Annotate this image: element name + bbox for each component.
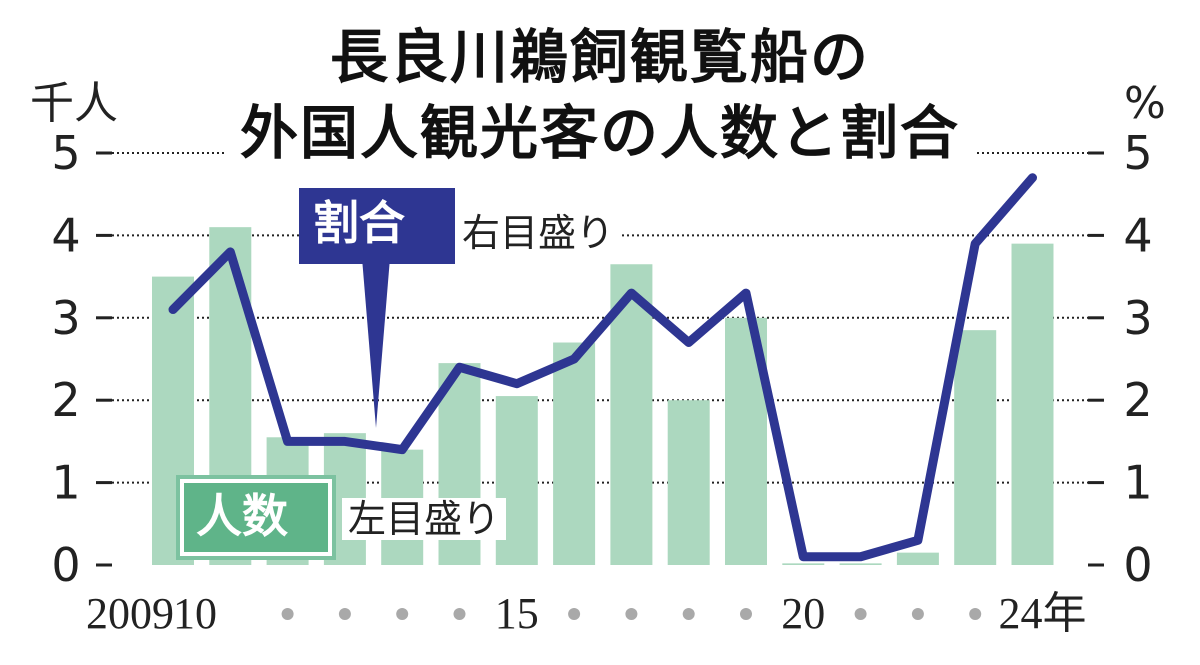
- right-axis-tick-label: 0: [1123, 538, 1152, 592]
- bar: [896, 552, 939, 565]
- bar: [667, 400, 710, 565]
- ratio-legend-tag: 割合: [299, 188, 455, 264]
- x-tick-dot: [740, 608, 752, 620]
- x-tick-dot: [568, 608, 581, 620]
- x-tick-dot: [969, 608, 982, 620]
- bar: [954, 330, 997, 565]
- chart-title-line1: 長良川鵜飼観覧船の: [0, 23, 1200, 91]
- right-axis-unit: %: [1124, 78, 1166, 129]
- left-axis-tick-label: 1: [51, 456, 80, 510]
- bar: [782, 563, 825, 565]
- left-axis-tick-label: 0: [51, 538, 80, 592]
- x-tick-dot: [911, 608, 924, 620]
- x-tick-label: 20: [781, 589, 825, 638]
- x-tick-dot: [338, 608, 351, 620]
- count-scale-note: 左目盛り: [342, 498, 507, 540]
- x-tick-dot: [281, 608, 294, 620]
- ratio-line: [168, 173, 1037, 562]
- left-axis-tick-label: 2: [51, 373, 80, 427]
- count-legend-tag: 人数: [176, 475, 336, 560]
- axes: 0 0 1 1 2 2 3 3 4 4 5 5 15 20 24年 2009 10: [51, 126, 1152, 638]
- left-axis-unit: 千人: [30, 78, 118, 129]
- gridlines: [112, 152, 1090, 484]
- right-axis-tick-label: 1: [1123, 456, 1152, 510]
- right-axis-tick-label: 2: [1123, 373, 1152, 427]
- line-series: [168, 173, 1037, 562]
- left-axis-tick-label: 4: [51, 208, 80, 262]
- x-tick-dot: [854, 608, 867, 620]
- x-tick-dot: [625, 608, 638, 620]
- x-tick-label: 24年: [999, 589, 1087, 638]
- bar: [839, 563, 882, 565]
- bar: [1011, 243, 1054, 565]
- count-legend-label: 人数: [184, 483, 328, 552]
- x-tick-label: 10: [173, 589, 217, 638]
- x-tick-dot: [453, 608, 466, 620]
- bar: [553, 342, 596, 565]
- ratio-scale-note: 右目盛り: [456, 212, 621, 254]
- left-axis-tick-label: 3: [51, 291, 80, 345]
- chart-title-line2: 外国人観光客の人数と割合: [0, 99, 1200, 167]
- ratio-callout-pointer: [362, 258, 390, 428]
- x-tick-dot: [682, 608, 695, 620]
- right-axis-tick-label: 4: [1123, 208, 1152, 262]
- right-axis-tick-label: 3: [1123, 291, 1152, 345]
- x-tick-label: 2009: [86, 589, 174, 638]
- x-tick-dot: [396, 608, 409, 620]
- left-axis-tick-label: 5: [51, 126, 80, 180]
- x-tick-label: 15: [495, 589, 539, 638]
- right-axis-tick-label: 5: [1123, 126, 1152, 180]
